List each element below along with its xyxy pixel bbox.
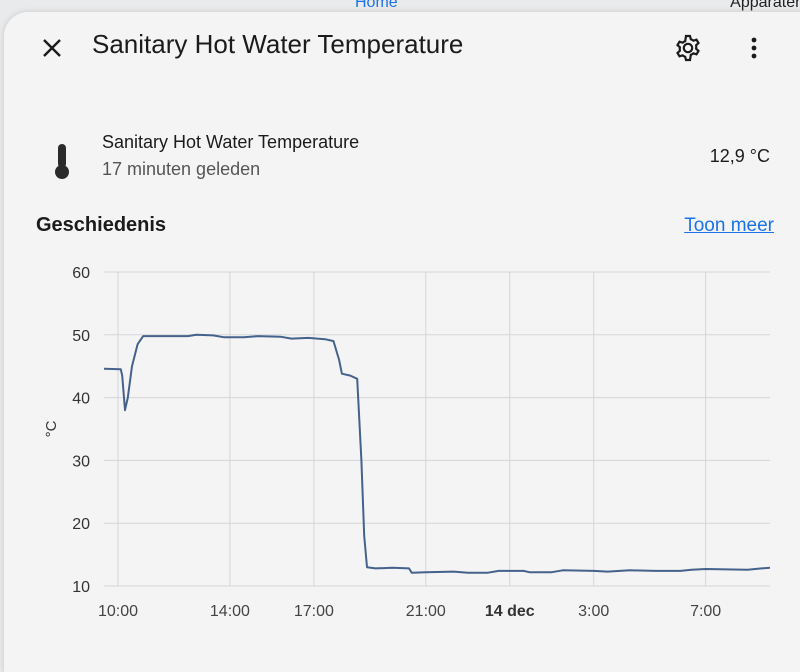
x-tick-label: 7:00 xyxy=(690,603,721,620)
dialog-header: Sanitary Hot Water Temperature xyxy=(4,12,800,82)
x-tick-label: 14 dec xyxy=(485,603,535,620)
x-tick-label: 14:00 xyxy=(210,603,250,620)
entity-last-changed: 17 minuten geleden xyxy=(102,159,261,179)
y-tick-label: 20 xyxy=(72,516,90,533)
close-button[interactable] xyxy=(38,34,66,62)
entity-row[interactable]: Sanitary Hot Water Temperature 17 minute… xyxy=(4,122,800,192)
x-tick-label: 3:00 xyxy=(578,603,609,620)
entity-name: Sanitary Hot Water Temperature xyxy=(102,132,360,152)
x-tick-label: 17:00 xyxy=(294,603,334,620)
x-tick-label: 10:00 xyxy=(98,603,138,620)
more-vertical-icon xyxy=(751,37,757,59)
entity-state: 12,9 °C xyxy=(709,146,770,166)
x-tick-label: 21:00 xyxy=(406,603,446,620)
history-chart[interactable]: 10 20 30 40 50 60 10:00 14:00 17:00 21:00 14 dec 3:… xyxy=(4,262,800,632)
more-info-dialog: Sanitary Hot Water Temperature S xyxy=(4,12,800,672)
gear-icon xyxy=(676,34,700,62)
series-line xyxy=(103,333,771,574)
more-options-button[interactable] xyxy=(742,32,766,64)
y-tick-label: 50 xyxy=(72,328,90,345)
close-icon xyxy=(43,39,61,57)
dialog-title: Sanitary Hot Water Temperature xyxy=(92,29,464,59)
y-tick-label: 60 xyxy=(72,265,90,282)
settings-button[interactable] xyxy=(672,32,704,64)
tab-devices[interactable]: Apparaten xyxy=(730,0,800,11)
tab-home[interactable]: Home xyxy=(355,0,398,11)
y-tick-label: 40 xyxy=(72,391,90,408)
y-axis-label: °C xyxy=(43,420,60,437)
y-tick-label: 30 xyxy=(72,453,90,470)
show-more-link[interactable]: Toon meer xyxy=(684,215,774,236)
y-tick-label: 10 xyxy=(72,579,90,596)
thermometer-icon xyxy=(50,142,74,182)
history-title: Geschiedenis xyxy=(36,214,167,236)
